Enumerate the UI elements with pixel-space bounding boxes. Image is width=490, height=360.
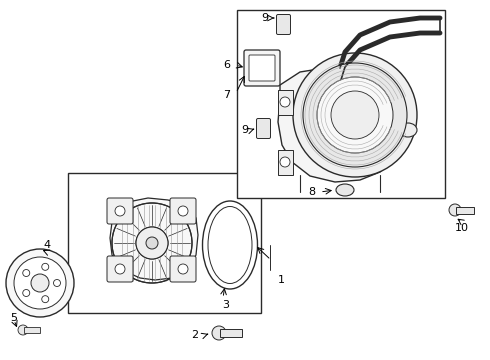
Circle shape [115, 206, 125, 216]
Text: 4: 4 [44, 240, 50, 250]
Circle shape [115, 264, 125, 274]
Bar [24, 327, 40, 333]
Ellipse shape [399, 123, 417, 137]
Polygon shape [340, 18, 440, 83]
Text: 8: 8 [308, 187, 315, 197]
FancyBboxPatch shape [170, 256, 196, 282]
FancyBboxPatch shape [107, 198, 133, 224]
Circle shape [23, 289, 30, 297]
Text: 6: 6 [223, 60, 230, 70]
Text: 3: 3 [222, 300, 229, 310]
Circle shape [53, 279, 60, 287]
Text: 1: 1 [278, 275, 285, 285]
Circle shape [146, 237, 158, 249]
Bar [68, 173, 261, 313]
Bar [220, 329, 242, 337]
Ellipse shape [202, 201, 258, 289]
FancyBboxPatch shape [170, 198, 196, 224]
Text: 5: 5 [10, 313, 17, 323]
Circle shape [303, 63, 407, 167]
Ellipse shape [336, 184, 354, 196]
Ellipse shape [208, 207, 252, 284]
Circle shape [136, 227, 168, 259]
Bar [278, 150, 293, 175]
Circle shape [31, 274, 49, 292]
Circle shape [42, 296, 49, 303]
Circle shape [331, 91, 379, 139]
Circle shape [178, 264, 188, 274]
Circle shape [280, 97, 290, 107]
FancyBboxPatch shape [276, 14, 291, 35]
Circle shape [280, 157, 290, 167]
FancyBboxPatch shape [249, 55, 275, 81]
Bar [237, 10, 445, 198]
Text: 2: 2 [191, 330, 198, 340]
Circle shape [14, 257, 66, 309]
Circle shape [449, 204, 461, 216]
Text: 9: 9 [261, 13, 268, 23]
Circle shape [23, 270, 30, 276]
Text: 7: 7 [223, 90, 230, 100]
Circle shape [136, 227, 168, 259]
Circle shape [317, 77, 393, 153]
Circle shape [178, 206, 188, 216]
Circle shape [146, 237, 158, 249]
Polygon shape [110, 198, 198, 280]
Circle shape [212, 326, 226, 340]
Bar [456, 207, 474, 213]
FancyBboxPatch shape [244, 50, 280, 86]
FancyBboxPatch shape [256, 118, 270, 139]
Polygon shape [278, 68, 400, 182]
Text: 10: 10 [455, 223, 469, 233]
Circle shape [18, 325, 28, 335]
Circle shape [6, 249, 74, 317]
Bar [278, 90, 293, 115]
Circle shape [42, 263, 49, 270]
FancyBboxPatch shape [107, 256, 133, 282]
Text: 9: 9 [241, 125, 248, 135]
Circle shape [293, 53, 417, 177]
